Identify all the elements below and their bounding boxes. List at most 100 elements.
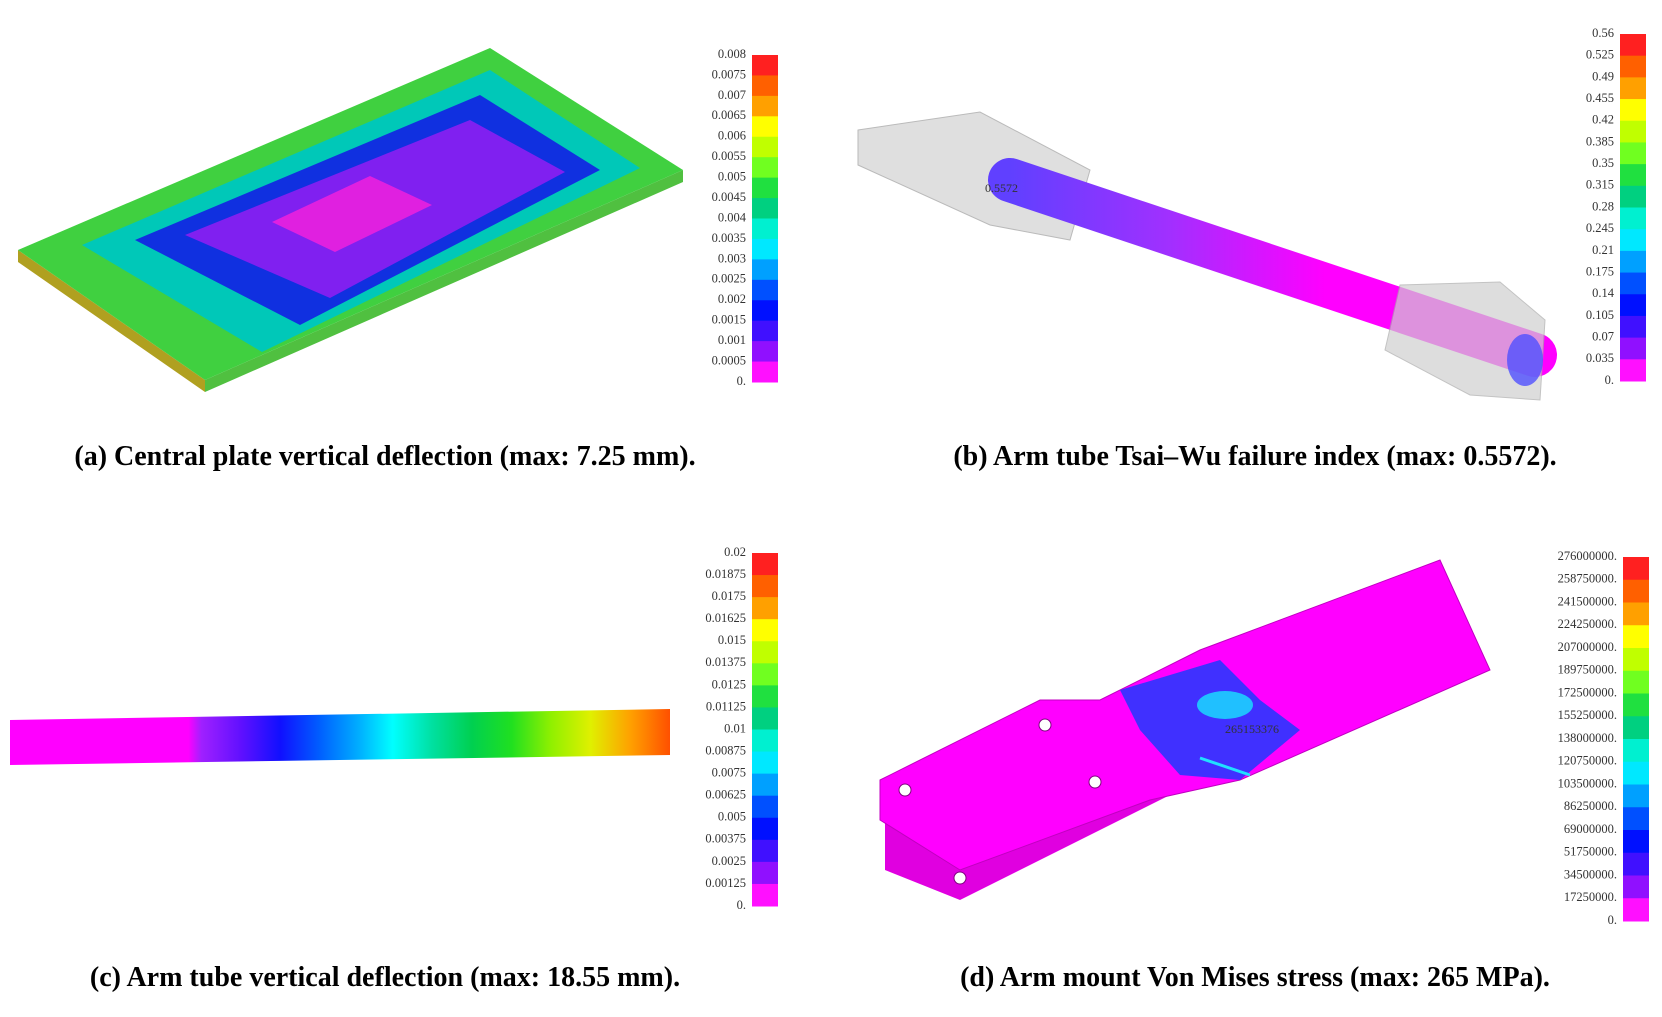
colorbar-segment: [752, 136, 778, 158]
colorbar-label: 0.175: [1586, 264, 1614, 278]
colorbar-label: 0.01125: [706, 699, 746, 713]
colorbar-label: 0.: [1608, 913, 1617, 927]
colorbar-segment: [1620, 164, 1646, 187]
colorbar-segment: [1620, 250, 1646, 274]
colorbar-label: 0.01375: [705, 655, 746, 669]
colorbar-label: 0.005: [718, 810, 746, 824]
colorbar-label: 0.02: [724, 545, 746, 559]
colorbar-label: 0.0075: [712, 67, 746, 81]
colorbar-segment: [752, 861, 778, 885]
colorbar-label: 0.56: [1592, 26, 1614, 40]
colorbar-label: 0.0015: [712, 313, 746, 327]
colorbar-segment: [1623, 852, 1649, 876]
plate-model: [18, 48, 683, 392]
mount-model: 265153376: [879, 559, 1491, 900]
annotation: 0.5572: [985, 181, 1018, 195]
colorbar-segment: [1623, 670, 1649, 694]
colorbar-segment: [1623, 579, 1649, 603]
colorbar-label: 120750000.: [1558, 754, 1617, 768]
colorbar-label: 0.0075: [712, 766, 746, 780]
colorbar-label: 0.003: [718, 251, 746, 265]
colorbar-label: 0.28: [1592, 199, 1614, 213]
colorbar-segment: [1620, 142, 1646, 165]
colorbar-label: 0.0065: [712, 108, 746, 122]
colorbar-segment: [1623, 898, 1649, 922]
caption: (b) Arm tube Tsai–Wu failure index (max:…: [953, 441, 1556, 472]
colorbar-segment: [752, 279, 778, 301]
colorbar-segment: [752, 238, 778, 260]
colorbar-label: 0.0055: [712, 149, 746, 163]
colorbar-label: 0.0025: [712, 854, 746, 868]
colorbar-label: 0.: [737, 374, 746, 388]
colorbar-label: 0.245: [1586, 221, 1614, 235]
colorbar-label: 0.00125: [705, 876, 746, 890]
colorbar-segment: [752, 575, 778, 598]
colorbar-segment: [1620, 272, 1646, 295]
colorbar-label: 0.: [737, 898, 746, 912]
colorbar-label: 0.35: [1592, 156, 1614, 170]
colorbar-segment: [1623, 648, 1649, 672]
colorbar-label: 0.0025: [712, 272, 746, 286]
colorbar-segment: [1620, 99, 1646, 122]
colorbar-label: 0.0125: [712, 677, 746, 691]
colorbar-segment: [1620, 359, 1646, 382]
colorbar-segment: [1620, 207, 1646, 230]
colorbar-segment: [752, 157, 778, 179]
colorbar-label: 0.455: [1586, 91, 1614, 105]
colorbar-segment: [752, 663, 778, 686]
colorbar-segment: [1620, 315, 1646, 339]
colorbar-label: 0.01625: [705, 611, 746, 625]
colorbar-label: 51750000.: [1564, 845, 1617, 859]
colorbar-label: 0.21: [1592, 243, 1614, 257]
caption: (c) Arm tube vertical deflection (max: 1…: [90, 962, 680, 993]
colorbar-label: 0.525: [1586, 48, 1614, 62]
colorbar-label: 0.00375: [705, 832, 746, 846]
colorbar-segment: [752, 198, 778, 219]
colorbar-label: 0.005: [718, 170, 746, 184]
colorbar-label: 0.: [1605, 373, 1614, 387]
colorbar-label: 276000000.: [1558, 549, 1617, 563]
colorbar-label: 224250000.: [1558, 617, 1617, 631]
colorbar-segment: [752, 751, 778, 775]
colorbar-segment: [752, 95, 778, 117]
colorbar-segment: [1623, 602, 1649, 626]
colorbar-label: 0.315: [1586, 178, 1614, 192]
colorbar-segment: [752, 795, 778, 819]
colorbar-segment: [1620, 77, 1646, 100]
colorbar-segment: [752, 729, 778, 753]
tube-model: 0.5572: [857, 111, 1557, 401]
colorbar-segment: [1620, 229, 1646, 252]
colorbar-segment: [752, 320, 778, 342]
colorbar-segment: [752, 685, 778, 708]
colorbar-segment: [1623, 830, 1649, 854]
colorbar-segment: [752, 707, 778, 730]
annotation: 265153376: [1225, 722, 1279, 736]
colorbar-segment: [752, 55, 778, 76]
colorbar-label: 0.00875: [705, 743, 746, 757]
colorbar-label: 207000000.: [1558, 640, 1617, 654]
colorbar-segment: [1623, 557, 1649, 581]
colorbar-segment: [1620, 34, 1646, 57]
colorbar-label: 0.07: [1592, 330, 1614, 344]
colorbar-segment: [1623, 625, 1649, 649]
colorbar-segment: [752, 341, 778, 363]
colorbar-label: 0.105: [1586, 308, 1614, 322]
colorbar-label: 0.0045: [712, 190, 746, 204]
colorbar-label: 0.00625: [705, 788, 746, 802]
colorbar-label: 34500000.: [1564, 867, 1617, 881]
colorbar-segment: [752, 553, 778, 576]
colorbar-label: 155250000.: [1558, 708, 1617, 722]
colorbar-label: 138000000.: [1558, 731, 1617, 745]
colorbar-label: 0.007: [718, 88, 746, 102]
colorbar-segment: [1620, 55, 1646, 78]
colorbar-label: 0.0035: [712, 231, 746, 245]
colorbar-label: 69000000.: [1564, 822, 1617, 836]
colorbar-label: 0.015: [718, 633, 746, 647]
colorbar-segment: [752, 259, 778, 281]
colorbar-label: 0.002: [718, 292, 746, 306]
colorbar-segment: [752, 817, 778, 841]
colorbar-segment: [752, 218, 778, 240]
tube-model: [10, 709, 670, 765]
colorbar-label: 0.035: [1586, 351, 1614, 365]
